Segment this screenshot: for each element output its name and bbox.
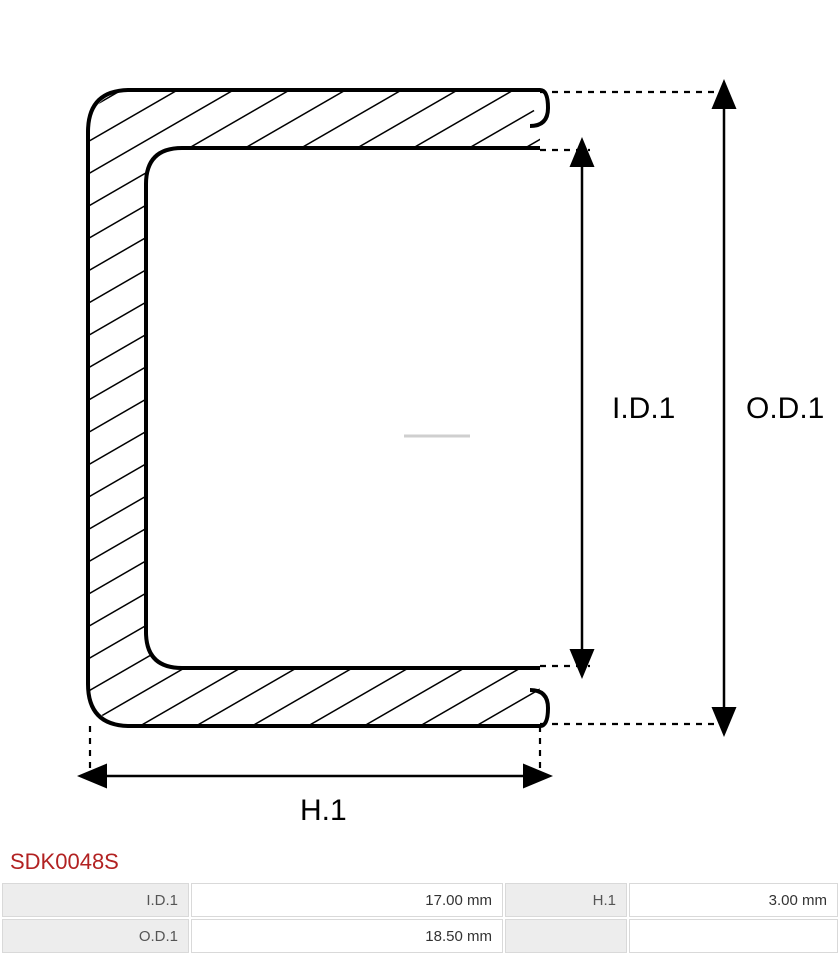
cell-value: 18.50 mm: [191, 919, 503, 953]
product-code: SDK0048S: [0, 845, 840, 881]
cell-value: 3.00 mm: [629, 883, 838, 917]
cell-value: [629, 919, 838, 953]
spec-table: I.D.1 17.00 mm H.1 3.00 mm O.D.1 18.50 m…: [0, 881, 840, 955]
diagram: O.D.1 I.D.1 H.1: [0, 0, 840, 845]
label-od1: O.D.1: [746, 392, 824, 425]
cell-label: [505, 919, 627, 953]
cell-value: 17.00 mm: [191, 883, 503, 917]
cell-label: I.D.1: [2, 883, 189, 917]
table-row: O.D.1 18.50 mm: [2, 919, 838, 953]
label-h1: H.1: [300, 794, 347, 827]
cell-label: O.D.1: [2, 919, 189, 953]
cross-section-svg: O.D.1 I.D.1 H.1: [0, 30, 840, 830]
cell-label: H.1: [505, 883, 627, 917]
table-row: I.D.1 17.00 mm H.1 3.00 mm: [2, 883, 838, 917]
label-id1: I.D.1: [612, 392, 675, 425]
